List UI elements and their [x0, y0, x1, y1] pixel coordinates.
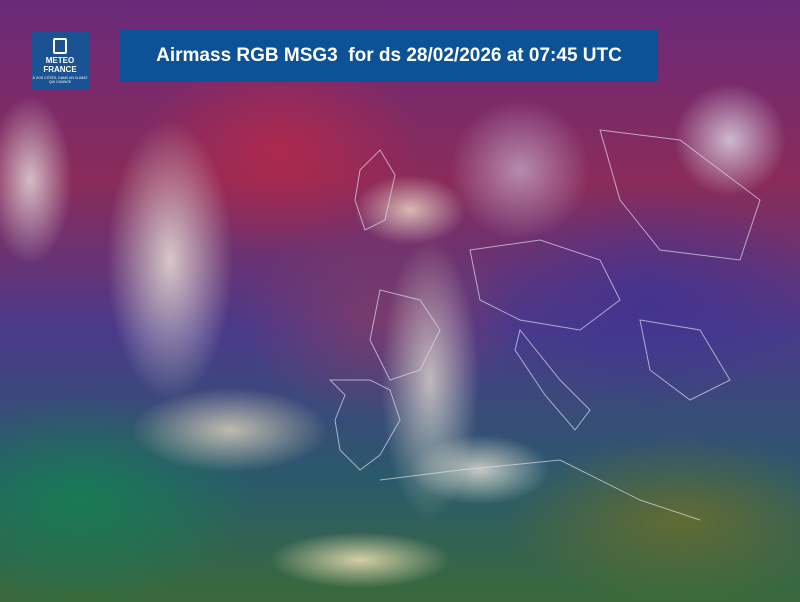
logo-mark-icon [53, 38, 67, 54]
image-title: Airmass RGB MSG3 for ds 28/02/2026 at 07… [120, 30, 658, 82]
uk-outline [354, 149, 396, 231]
meteo-france-logo: METEO FRANCE À VOS CÔTÉS, DANS UN CLIMAT… [31, 31, 89, 89]
italy-outline [514, 328, 591, 431]
iberia-outline [328, 379, 401, 471]
logo-name-2: FRANCE [43, 65, 77, 74]
balkans-outline [639, 319, 731, 401]
logo-tagline: À VOS CÔTÉS, DANS UN CLIMAT QUI CHANGE [32, 76, 88, 84]
eastern-europe-outline [599, 129, 761, 261]
central-europe-outline [469, 239, 621, 331]
logo-name-1: METEO [45, 56, 75, 65]
north-africa-coast [379, 459, 701, 521]
france-outline [369, 289, 441, 381]
